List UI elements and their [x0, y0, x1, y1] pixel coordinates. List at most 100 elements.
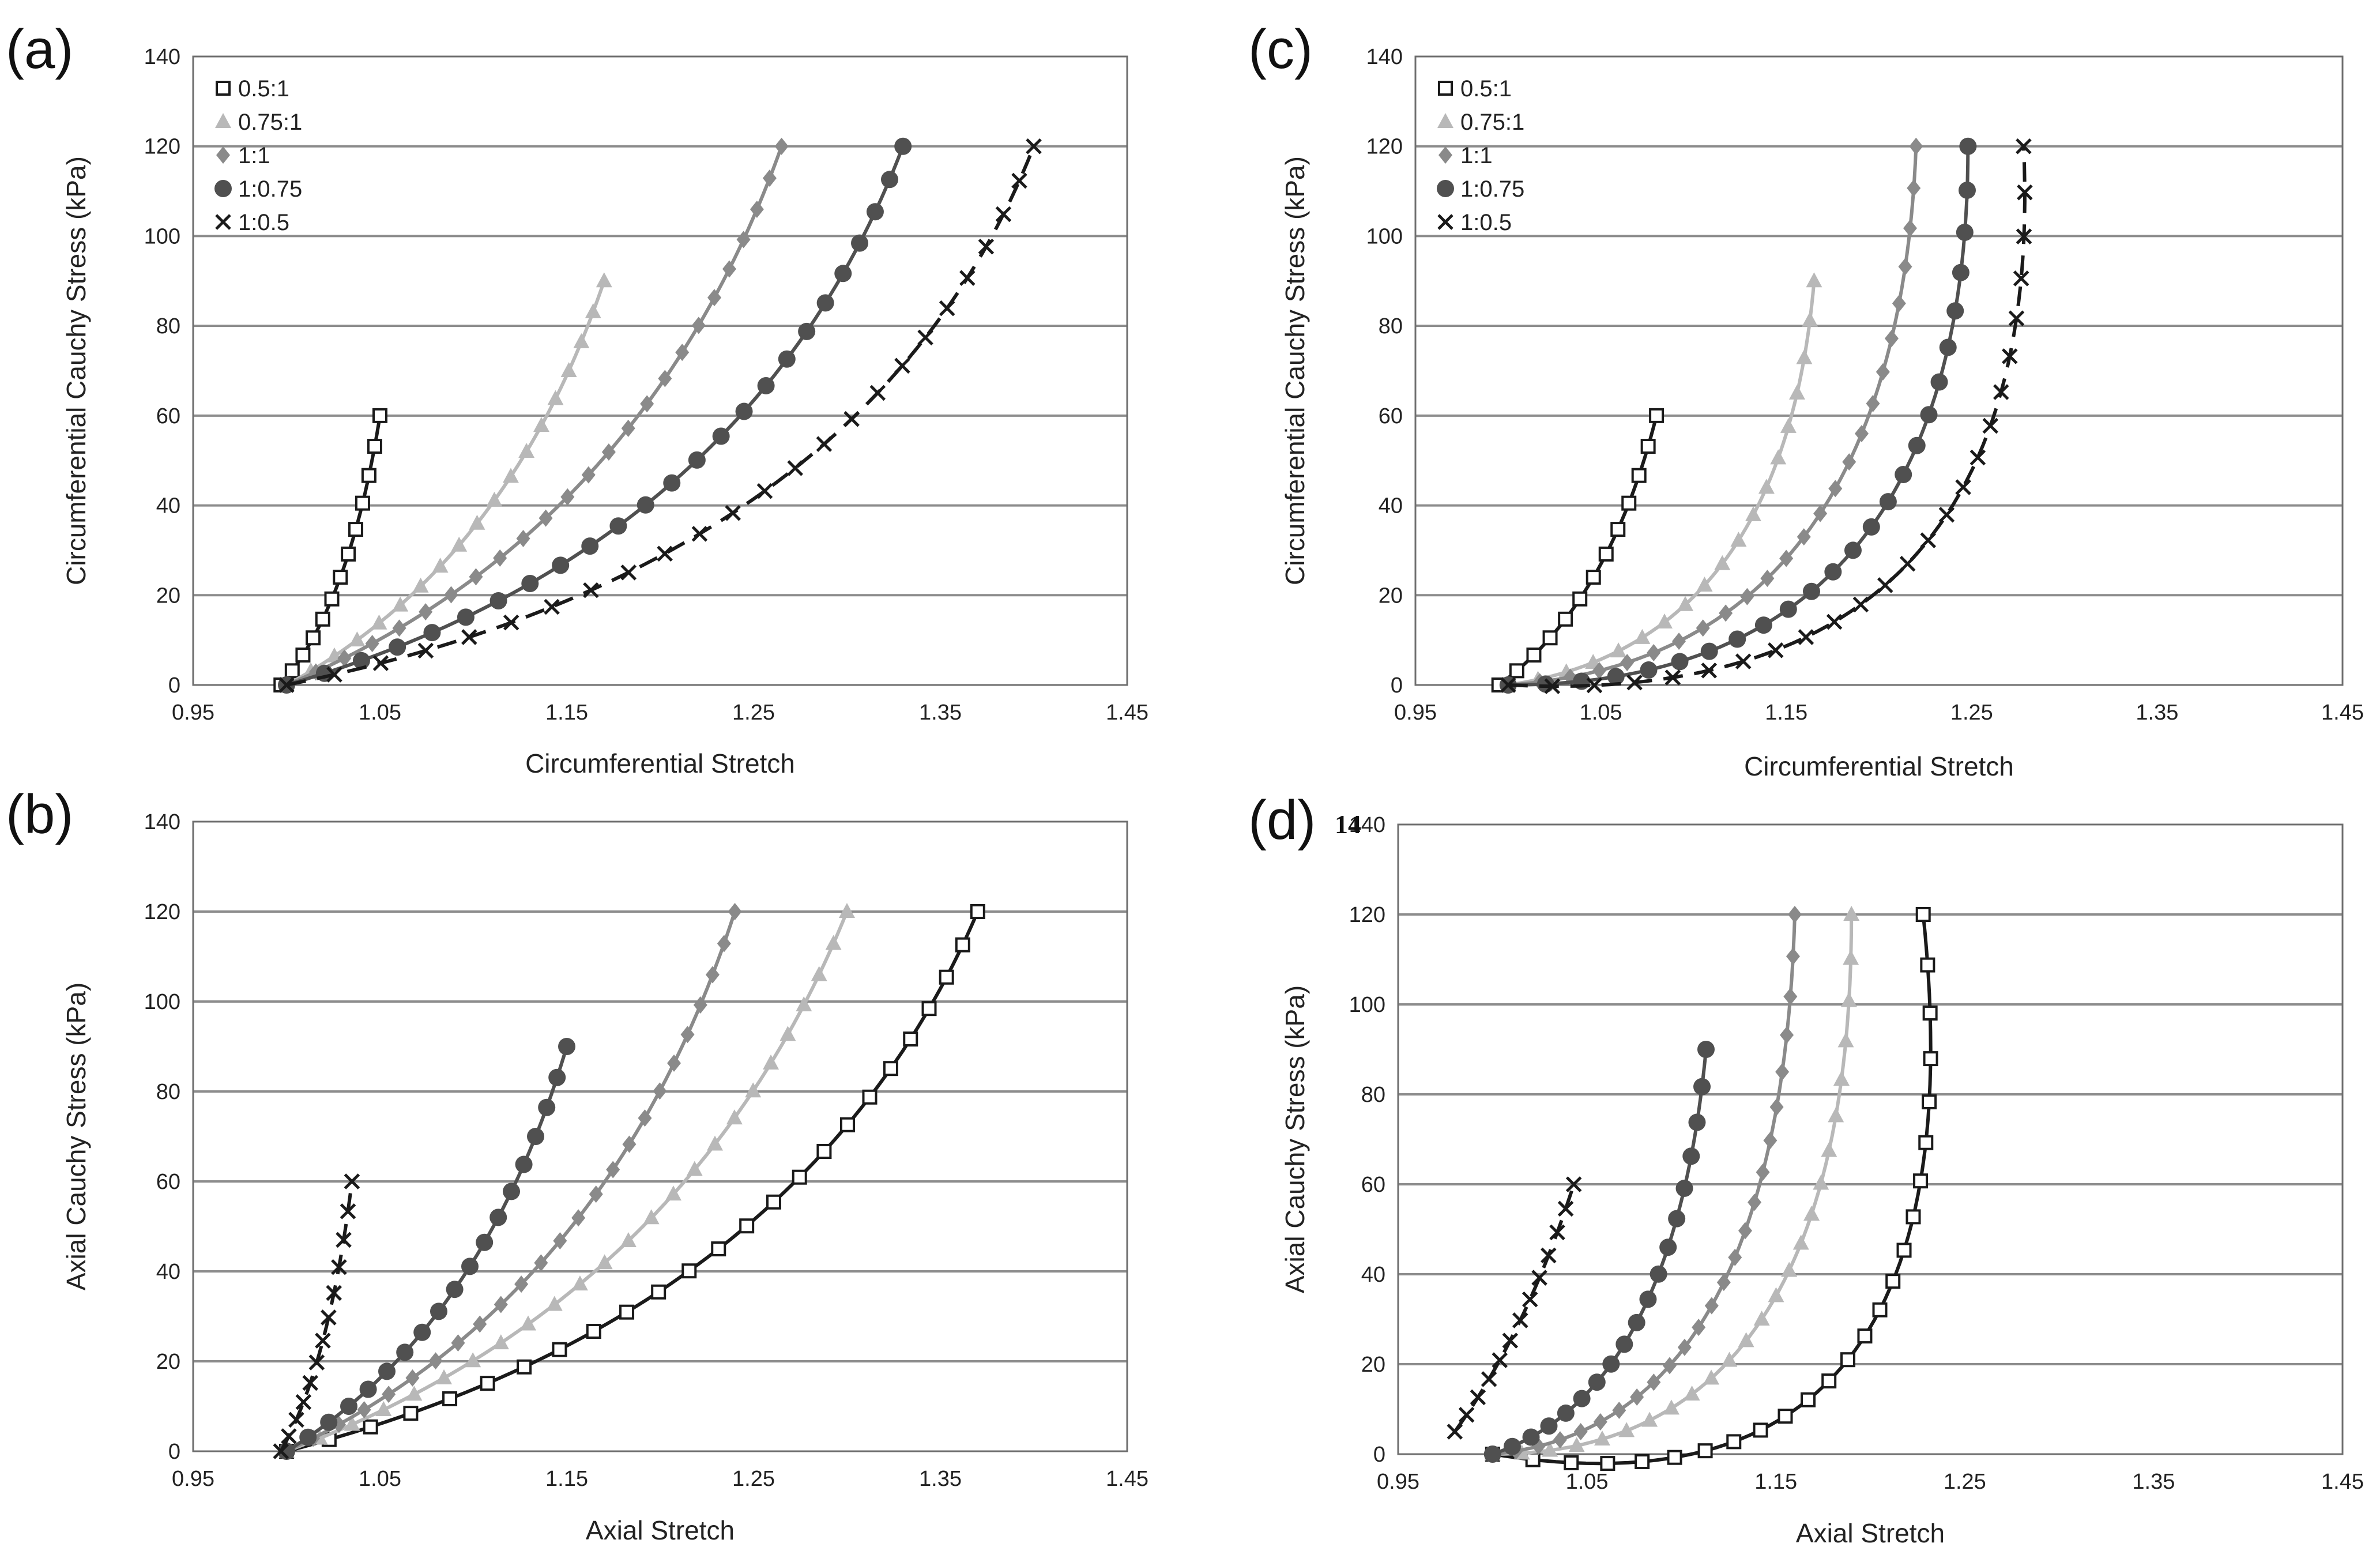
marker-circle — [1607, 668, 1625, 686]
y-tick-label: 120 — [144, 135, 180, 159]
marker-square — [1586, 570, 1601, 585]
marker-square — [306, 630, 321, 646]
marker-triangle — [745, 1082, 762, 1098]
x-tick-label: 0.95 — [172, 701, 214, 725]
marker-diamond — [428, 1352, 443, 1370]
marker-triangle — [1843, 906, 1860, 921]
marker-diamond — [1903, 219, 1918, 237]
marker-triangle — [763, 1054, 779, 1070]
marker-triangle — [469, 514, 485, 530]
plot-border — [192, 820, 1128, 1452]
series-triangle — [1484, 906, 1860, 1460]
marker-diamond — [1553, 1431, 1567, 1449]
marker-square — [517, 1359, 532, 1375]
y-tick-label: 80 — [156, 1080, 180, 1104]
marker-circle — [1615, 1335, 1633, 1353]
marker-x — [1798, 629, 1814, 645]
marker-triangle — [1641, 1411, 1658, 1427]
marker-square — [333, 570, 348, 585]
marker-square — [1526, 648, 1542, 663]
marker-diamond — [392, 619, 406, 637]
marker-x — [1626, 674, 1643, 691]
marker-circle — [1862, 518, 1880, 536]
marker-circle — [396, 1343, 414, 1361]
marker-circle — [1693, 1078, 1711, 1096]
marker-square — [324, 591, 340, 607]
marker-diamond — [722, 260, 736, 278]
marker-x — [544, 598, 560, 615]
marker-circle — [1956, 223, 1974, 241]
marker-diamond — [1828, 480, 1843, 498]
series-diamond — [280, 903, 742, 1460]
legend: 0.5:1 0.75:1 1:1 1:0.75 1:0.5 — [214, 76, 302, 235]
marker-square — [372, 408, 387, 423]
marker-circle — [1697, 1041, 1715, 1058]
marker-x — [273, 1443, 289, 1459]
y-tick-label: 20 — [156, 1350, 180, 1374]
marker-circle — [378, 1362, 396, 1380]
marker-diamond — [571, 1209, 586, 1227]
marker-x — [1735, 653, 1752, 669]
marker-diamond — [534, 1254, 548, 1272]
marker-triangle — [1610, 642, 1627, 658]
marker-x — [1437, 214, 1453, 230]
marker-square — [295, 648, 311, 663]
marker-square — [921, 1001, 937, 1017]
marker-x — [417, 642, 434, 659]
marker-circle — [503, 1183, 520, 1200]
marker-x — [917, 329, 933, 346]
series-x — [1447, 1176, 1582, 1440]
marker-square — [1821, 1373, 1837, 1389]
marker-square — [552, 1342, 567, 1357]
y-tick-label: 140 — [144, 810, 180, 834]
marker-square — [883, 1061, 898, 1076]
x-tick-label: 1.15 — [1765, 701, 1807, 725]
series-triangle — [1500, 272, 1822, 691]
marker-circle — [866, 203, 884, 221]
marker-square — [1857, 1328, 1873, 1344]
marker-x — [1993, 384, 2009, 400]
marker-circle — [851, 234, 869, 252]
marker-x — [787, 460, 803, 476]
x-tick-label: 1.05 — [359, 1467, 401, 1491]
marker-circle — [663, 474, 681, 492]
legend-label: 0.5:1 — [1460, 76, 1512, 101]
y-tick-label: 100 — [1349, 993, 1385, 1017]
marker-square — [1918, 1135, 1934, 1150]
series-line — [285, 280, 606, 687]
marker-diamond — [750, 200, 764, 218]
marker-diamond — [675, 344, 690, 362]
legend-label: 1:0.75 — [1460, 176, 1524, 202]
marker-circle — [581, 537, 599, 555]
marker-diamond — [419, 603, 433, 621]
marker-x — [1011, 172, 1027, 189]
marker-x — [1920, 532, 1936, 548]
marker-square — [1558, 611, 1573, 627]
series-circle — [278, 1038, 575, 1460]
marker-diamond — [1740, 588, 1754, 605]
marker-circle — [1483, 1445, 1501, 1463]
marker-x — [326, 1285, 342, 1301]
marker-x — [2016, 228, 2032, 244]
marker-x — [1544, 678, 1561, 694]
marker-triangle — [465, 1352, 481, 1368]
marker-circle — [1573, 1390, 1591, 1407]
marker-triangle — [392, 596, 409, 612]
legend-label: 0.75:1 — [1460, 110, 1524, 135]
marker-triangle — [1542, 1441, 1558, 1457]
y-tick-label: 0 — [1373, 1443, 1385, 1467]
marker-triangle — [825, 935, 842, 950]
marker-circle — [1952, 263, 1969, 281]
marker-diamond — [1783, 988, 1798, 1006]
marker-square — [1872, 1302, 1888, 1317]
legend-label: 0.75:1 — [238, 110, 302, 135]
marker-triangle — [1758, 479, 1775, 494]
marker-circle — [1802, 582, 1820, 600]
marker-diamond — [1748, 1194, 1762, 1211]
marker-circle — [320, 1413, 338, 1431]
marker-diamond — [581, 466, 596, 484]
marker-x — [1899, 556, 1916, 572]
marker-circle — [461, 1258, 479, 1275]
marker-square — [1542, 630, 1558, 646]
marker-x — [843, 411, 860, 427]
